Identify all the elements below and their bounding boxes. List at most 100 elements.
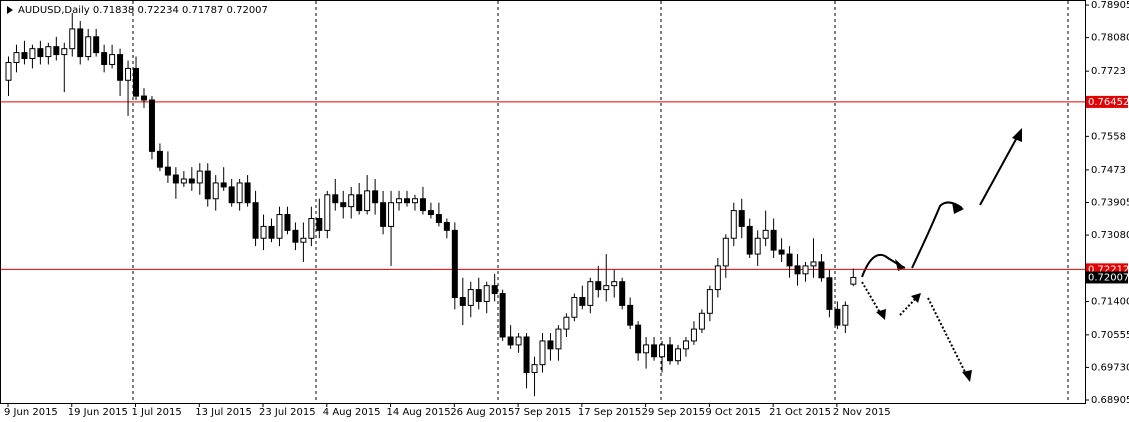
candle-body	[411, 198, 418, 204]
candle-body	[499, 293, 506, 338]
candle-body	[738, 210, 745, 227]
candle-body	[109, 54, 116, 65]
candle-body	[746, 225, 753, 255]
y-tick-label: 0.78080	[1091, 33, 1129, 44]
level-label-bg	[1086, 95, 1128, 108]
candle-body	[611, 281, 618, 287]
candle-body	[682, 340, 689, 350]
candle-body	[388, 202, 395, 227]
separators	[132, 1, 1069, 403]
candle-body	[850, 276, 857, 285]
candle-body	[364, 190, 371, 212]
y-tick-label: 0.78905	[1091, 0, 1129, 11]
candle-body	[244, 182, 251, 204]
price-label-bg	[1086, 271, 1128, 284]
candle-body	[29, 48, 36, 60]
candle-body	[443, 221, 450, 231]
arrow-head	[876, 309, 886, 320]
candle-body	[794, 265, 801, 275]
y-tick-label: 0.7558	[1091, 131, 1126, 142]
candle-body	[180, 178, 187, 184]
candle-body	[451, 229, 458, 299]
candle-body	[125, 67, 132, 81]
candle-body	[37, 48, 44, 58]
candle-body	[188, 178, 195, 184]
x-tick-label: 17 Sep 2015	[578, 407, 641, 418]
candle-body	[284, 214, 291, 231]
candle-body	[786, 253, 793, 267]
x-tick-label: 7 Sep 2015	[514, 407, 571, 418]
y-tick-label: 0.73905	[1091, 198, 1129, 209]
x-tick-label: 1 Jul 2015	[132, 407, 182, 418]
arrow-heads	[876, 128, 1022, 382]
arrow	[927, 297, 969, 379]
candle-body	[404, 198, 410, 204]
candle-body	[172, 174, 179, 184]
candle-body	[5, 61, 12, 81]
y-tick-label: 0.7473	[1091, 165, 1126, 176]
candle-body	[635, 324, 642, 354]
candle-body	[587, 281, 594, 306]
candle-body	[117, 54, 124, 81]
arrow	[979, 131, 1021, 206]
x-tick-label: 21 Oct 2015	[769, 407, 831, 418]
candle-body	[236, 182, 243, 204]
candle-body	[563, 316, 570, 330]
candle-body	[252, 202, 259, 239]
arrow-head	[895, 259, 905, 271]
candle-body	[427, 210, 434, 216]
x-tick-label: 9 Jun 2015	[4, 407, 58, 418]
level-label: 0.72212	[1088, 264, 1129, 275]
candle-body	[268, 225, 275, 239]
candle-body	[53, 46, 60, 56]
candle-body	[571, 297, 578, 318]
arrow	[861, 281, 883, 317]
x-tick-label: 14 Aug 2015	[387, 407, 451, 418]
x-tick-label: 19 Jun 2015	[68, 407, 128, 418]
candle-body	[539, 340, 546, 366]
x-tick-label: 4 Aug 2015	[323, 407, 381, 418]
candle-body	[204, 170, 211, 200]
candle-body	[579, 297, 586, 306]
candle-body	[467, 289, 474, 306]
arrow-head	[962, 370, 972, 382]
y-tick-label: 0.70555	[1091, 330, 1129, 341]
candle-body	[196, 170, 203, 184]
candle-body	[69, 28, 76, 50]
x-tick-label: 26 Aug 2015	[450, 407, 514, 418]
candle-body	[475, 289, 482, 302]
candle-body	[340, 202, 347, 208]
x-tick-label: 9 Oct 2015	[705, 407, 760, 418]
chart-title: AUDUSD,Daily 0.71838 0.72234 0.71787 0.7…	[18, 5, 268, 16]
candle-body	[834, 308, 841, 326]
candle-body	[13, 52, 20, 63]
candle-body	[643, 344, 650, 354]
candle-body	[459, 297, 466, 306]
y-tick-label: 0.73080	[1091, 230, 1129, 241]
y-tick-label: 0.68905	[1091, 395, 1129, 406]
level-label: 0.76452	[1088, 97, 1129, 108]
candle-body	[93, 36, 100, 54]
candle-body	[220, 182, 227, 188]
candle-body	[770, 229, 777, 251]
candle-body	[164, 166, 171, 176]
candle-body	[148, 99, 155, 152]
candle-body	[316, 218, 323, 231]
candle-body	[754, 237, 761, 255]
candle-body	[228, 186, 235, 204]
candle-body	[826, 277, 833, 310]
candle-body	[85, 36, 92, 58]
candle-body	[332, 194, 339, 204]
candle-body	[802, 265, 809, 275]
x-tick-label: 23 Jul 2015	[259, 407, 316, 418]
candle-body	[706, 289, 713, 314]
candle-body	[674, 348, 681, 362]
candle-body	[61, 48, 68, 56]
candle-body	[308, 218, 315, 239]
candle-body	[810, 261, 817, 267]
candle-body	[156, 150, 163, 168]
title-marker	[7, 6, 13, 14]
candle-body	[356, 194, 363, 212]
arrow-head	[1012, 128, 1022, 142]
